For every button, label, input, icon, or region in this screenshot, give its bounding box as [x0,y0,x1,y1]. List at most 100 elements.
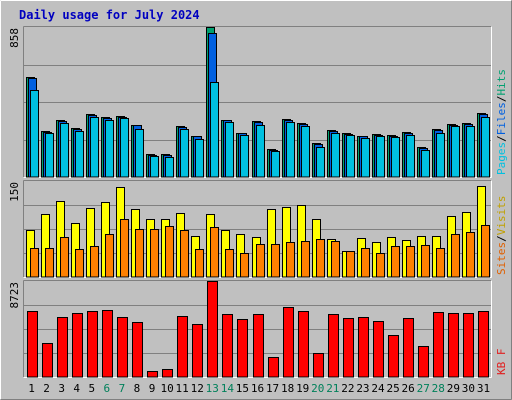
bar-sites-day-30 [466,232,475,278]
bar-sites-day-6 [105,234,114,278]
bar-kb-f-day-30 [463,313,474,378]
bar-kb-f-day-21 [328,314,339,378]
bar-pages-day-31 [481,117,490,178]
bar-sites-day-29 [451,234,460,278]
bar-sites-day-31 [481,225,490,278]
bar-sites-day-10 [165,226,174,278]
x-tick-label: 5 [88,382,95,395]
bar-sites-day-20 [316,239,325,278]
bar-sites-day-11 [180,230,189,278]
bar-kb-f-day-10 [162,369,173,378]
bar-sites-day-8 [135,229,144,278]
bar-kb-f-day-22 [343,318,354,378]
x-tick-label: 25 [386,382,399,395]
bar-pages-day-15 [240,135,249,178]
bar-pages-day-17 [271,151,280,178]
bar-kb-f-day-5 [87,311,98,378]
bar-kb-f-day-24 [373,321,384,378]
bar-sites-day-2 [45,248,54,278]
bar-sites-day-22 [346,251,355,278]
bar-pages-day-25 [391,137,400,178]
bar-pages-day-21 [331,133,340,178]
bar-sites-day-9 [150,229,159,278]
bar-sites-day-26 [406,246,415,278]
bar-pages-day-18 [286,122,295,178]
legend-top: Pages/Files/Hits [495,69,508,175]
bar-kb-f-day-23 [358,317,369,378]
legend-separator: / [495,135,508,142]
bar-kb-f-day-12 [192,324,203,378]
bar-kb-f-day-4 [72,313,83,378]
bar-sites-day-14 [225,249,234,278]
bar-kb-f-day-9 [147,371,158,378]
bar-pages-day-22 [346,135,355,178]
x-tick-label: 27 [417,382,430,395]
bar-sites-day-1 [30,248,39,278]
bar-pages-day-1 [30,90,39,178]
bar-pages-day-29 [451,126,460,178]
bar-sites-day-24 [376,253,385,278]
panel-bottom: 8723 KB F [8,280,508,378]
bar-pages-day-4 [75,131,84,178]
bar-pages-day-6 [105,120,114,178]
bar-kb-f-day-14 [222,314,233,378]
legend-entry: Pages [495,142,508,175]
bar-pages-day-10 [165,157,174,178]
bar-sites-day-12 [195,249,204,278]
bar-pages-day-23 [361,138,370,178]
x-tick-label: 15 [236,382,249,395]
bar-sites-day-21 [331,241,340,278]
bar-pages-day-19 [301,126,310,178]
bar-pages-day-13 [210,82,219,178]
bar-sites-day-3 [60,237,69,278]
bar-pages-day-30 [466,126,475,178]
bar-kb-f-day-29 [448,313,459,378]
x-tick-label: 19 [296,382,309,395]
bar-sites-day-19 [301,241,310,278]
y-max-label: 858 [8,28,21,48]
bar-sites-day-15 [240,253,249,278]
x-tick-label: 20 [311,382,324,395]
bar-pages-day-7 [120,118,129,178]
x-tick-label: 28 [432,382,445,395]
y-max-label: 150 [8,182,21,202]
legend-entry: Files [495,102,508,135]
bar-sites-day-23 [361,248,370,278]
x-tick-label: 7 [119,382,126,395]
bar-pages-day-14 [225,122,234,178]
bar-sites-day-16 [256,244,265,278]
x-tick-label: 1 [28,382,35,395]
bar-pages-day-9 [150,156,159,178]
legend-entry: Hits [495,69,508,96]
x-tick-label: 12 [191,382,204,395]
bar-pages-day-24 [376,136,385,178]
panel-middle: 150 Sites/Visits [8,180,508,278]
x-tick-label: 9 [149,382,156,395]
x-tick-label: 6 [104,382,111,395]
bar-kb-f-day-1 [27,311,38,378]
bar-pages-day-5 [90,117,99,178]
x-tick-label: 30 [462,382,475,395]
x-tick-label: 8 [134,382,141,395]
bar-kb-f-day-28 [433,312,444,378]
bar-kb-f-day-11 [177,316,188,378]
bar-pages-day-3 [60,123,69,178]
bar-pages-day-16 [256,125,265,178]
chart-panels: 858Pages/Files/Hits150Sites/Visits8723KB… [8,26,508,378]
legend-middle: Sites/Visits [495,196,508,276]
bar-kb-f-day-3 [57,317,68,378]
bar-kb-f-day-20 [313,353,324,378]
x-tick-label: 21 [326,382,339,395]
bar-pages-day-20 [316,147,325,178]
legend-separator: / [495,96,508,103]
bar-pages-day-27 [421,150,430,178]
x-tick-label: 4 [73,382,80,395]
bar-kb-f-day-26 [403,318,414,378]
x-tick-label: 31 [477,382,490,395]
bar-kb-f-day-13 [207,281,218,378]
bar-pages-day-28 [436,133,445,178]
bar-kb-f-day-8 [132,322,143,378]
bar-kb-f-day-17 [268,357,279,378]
